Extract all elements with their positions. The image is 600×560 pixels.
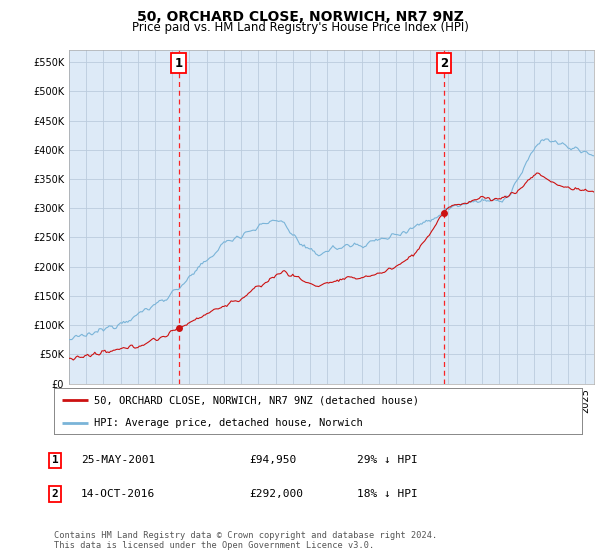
- Text: HPI: Average price, detached house, Norwich: HPI: Average price, detached house, Norw…: [94, 418, 362, 427]
- Text: £94,950: £94,950: [249, 455, 296, 465]
- Text: Contains HM Land Registry data © Crown copyright and database right 2024.
This d: Contains HM Land Registry data © Crown c…: [54, 531, 437, 550]
- Text: 1: 1: [175, 57, 183, 70]
- Text: Price paid vs. HM Land Registry's House Price Index (HPI): Price paid vs. HM Land Registry's House …: [131, 21, 469, 34]
- Text: 18% ↓ HPI: 18% ↓ HPI: [357, 489, 418, 499]
- Text: 2: 2: [52, 489, 59, 499]
- Text: 25-MAY-2001: 25-MAY-2001: [81, 455, 155, 465]
- Text: £292,000: £292,000: [249, 489, 303, 499]
- Text: 50, ORCHARD CLOSE, NORWICH, NR7 9NZ: 50, ORCHARD CLOSE, NORWICH, NR7 9NZ: [137, 10, 463, 24]
- Text: 1: 1: [52, 455, 59, 465]
- Text: 50, ORCHARD CLOSE, NORWICH, NR7 9NZ (detached house): 50, ORCHARD CLOSE, NORWICH, NR7 9NZ (det…: [94, 395, 419, 405]
- Text: 29% ↓ HPI: 29% ↓ HPI: [357, 455, 418, 465]
- Text: 2: 2: [440, 57, 448, 70]
- Text: 14-OCT-2016: 14-OCT-2016: [81, 489, 155, 499]
